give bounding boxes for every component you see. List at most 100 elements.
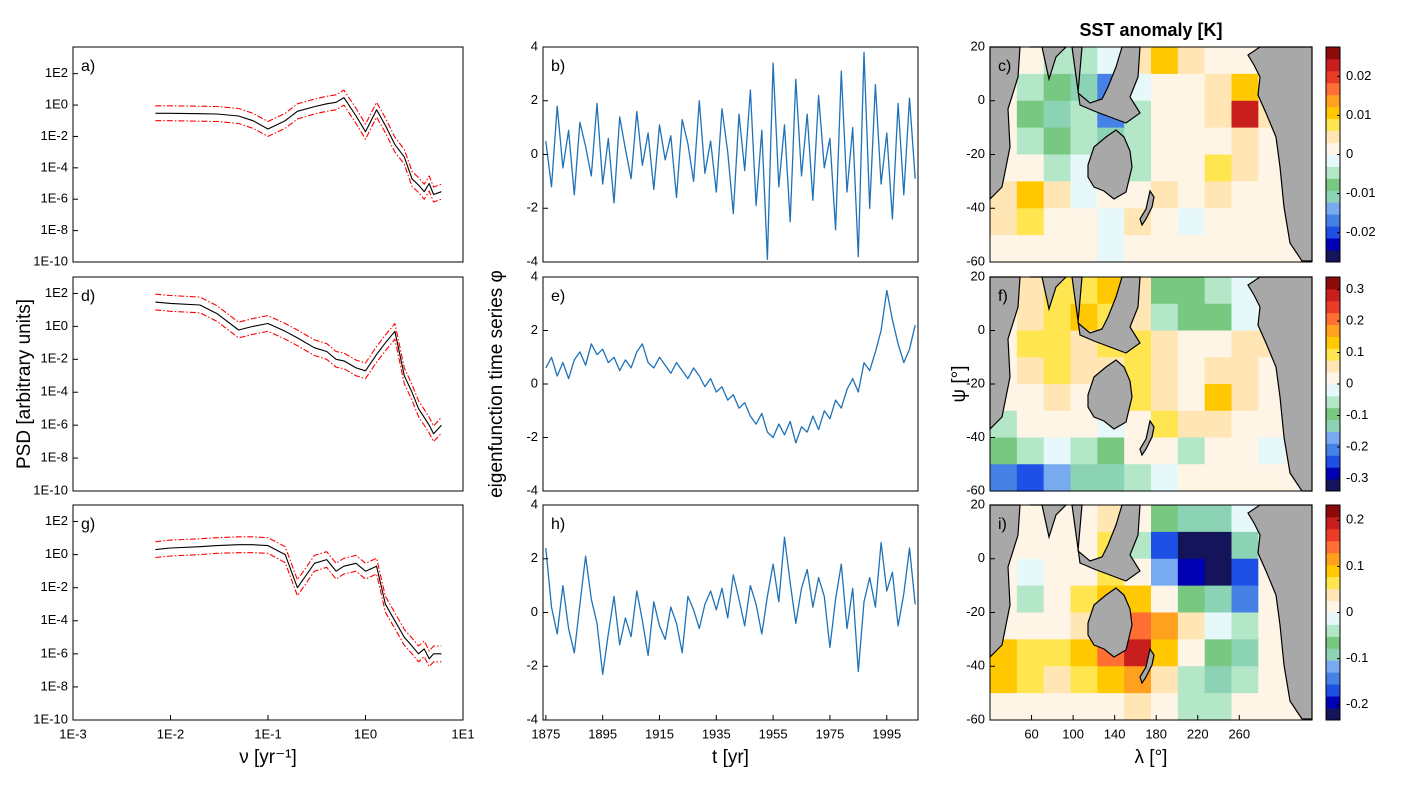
map-cell [1204, 384, 1233, 412]
colorbar-tick-label: -0.1 [1346, 650, 1368, 665]
map-cell [1097, 666, 1125, 694]
y-tick-label: 4 [531, 38, 538, 53]
map-cell [1204, 639, 1233, 667]
map-cell [1231, 612, 1259, 640]
y-tick-label: -2 [526, 658, 538, 673]
y-tick-label: 1E-6 [41, 645, 68, 660]
colorbar-tick-label: 0.2 [1346, 512, 1364, 527]
plot-area [543, 47, 918, 262]
map-cell [1151, 558, 1179, 587]
map-cell [1097, 208, 1125, 236]
y-tick-label: 0 [978, 322, 985, 337]
map-cell [1177, 639, 1206, 667]
x-tick-label: 1E-3 [59, 726, 86, 741]
map-cell [1258, 410, 1286, 439]
map-cell [1043, 384, 1072, 412]
map-cell [1204, 464, 1233, 492]
map-cell [1231, 666, 1259, 694]
colorbar-band [1326, 226, 1340, 239]
colorbar-band [1326, 106, 1340, 120]
colorbar-band [1326, 431, 1340, 444]
y-tick-label: 0 [531, 375, 538, 390]
y-tick-label: 4 [531, 268, 538, 283]
map-cell [1151, 154, 1179, 182]
map-cell [1177, 47, 1206, 75]
map-cell [1231, 693, 1259, 721]
map-cell [1204, 410, 1233, 439]
map-cell [1177, 464, 1206, 492]
y-tick-label: 0 [531, 604, 538, 619]
series-line [545, 536, 916, 675]
map-cell [1016, 73, 1045, 102]
y-tick-label: 2 [531, 550, 538, 565]
map-cell [1231, 100, 1259, 129]
y-tick-label: -40 [966, 429, 985, 444]
y-tick-label: 1E-8 [41, 450, 68, 465]
y-tick-label: 0 [978, 550, 985, 565]
y-tick-label: -60 [966, 253, 985, 268]
panel-label: e) [551, 288, 565, 305]
map-cell [1177, 303, 1206, 332]
colorbar-band [1326, 564, 1340, 578]
map-cell [1177, 585, 1206, 614]
plot-area [73, 277, 463, 491]
panel-label: c) [998, 58, 1011, 75]
map-cell [1204, 612, 1233, 640]
map-cell [1043, 531, 1072, 560]
y-tick-label: 20 [971, 496, 985, 511]
colorbar-tick-label: 0.1 [1346, 558, 1364, 573]
colorbar-band [1326, 288, 1340, 302]
y-tick-label: 1E-4 [41, 159, 68, 174]
map-cell [1070, 693, 1098, 721]
map-cell [1151, 693, 1179, 721]
series-line [155, 89, 442, 188]
colorbar-band [1326, 202, 1340, 215]
map-cell [1016, 585, 1045, 614]
map-cell [1016, 100, 1045, 129]
colorbar-tick-label: 0 [1346, 146, 1353, 161]
colorbar-band [1326, 94, 1340, 108]
map-cell [1043, 437, 1072, 465]
map-cell [1231, 464, 1259, 492]
series-line [155, 104, 442, 203]
colorbar-band [1326, 214, 1340, 227]
colorbar-tick-label: 0.1 [1346, 344, 1364, 359]
colorbar-band [1326, 624, 1340, 637]
x-tick-label: 1E0 [354, 726, 377, 741]
colorbar-band [1326, 154, 1340, 167]
map-cell [1204, 437, 1233, 465]
map-cell [1016, 505, 1045, 533]
map-cell [990, 437, 1018, 465]
colorbar-band [1326, 58, 1340, 72]
y-tick-label: 20 [971, 268, 985, 283]
map-cell [1231, 410, 1259, 439]
map-cell [990, 235, 1018, 263]
y-tick-label: 1E-2 [41, 351, 68, 366]
map-cell [1016, 437, 1045, 465]
map-cell [1043, 303, 1072, 332]
map-cell [1016, 208, 1045, 236]
colorbar-tick-label: -0.2 [1346, 438, 1368, 453]
map-cell [990, 464, 1018, 492]
colorbar-band [1326, 588, 1340, 601]
x-tick-label: 1E-2 [157, 726, 184, 741]
y-tick-label: 1E2 [45, 513, 68, 528]
colorbar-band [1326, 455, 1340, 468]
map-cell [1151, 357, 1179, 385]
map-cell [1097, 437, 1125, 465]
map-cell [1016, 693, 1045, 721]
plot-area [543, 277, 918, 491]
colorbar-band [1326, 47, 1340, 60]
map-cell [1204, 235, 1233, 263]
map-cell [1151, 100, 1179, 129]
x-axis-label: t [yr] [712, 747, 749, 768]
colorbar-band [1326, 142, 1340, 155]
colorbar-band [1326, 166, 1340, 179]
map-cell [1231, 437, 1259, 465]
map-cell [1043, 330, 1072, 358]
map-cell [1043, 154, 1072, 182]
x-tick-label: 60 [1024, 726, 1038, 741]
colorbar-band [1326, 505, 1340, 518]
colorbar-band [1326, 395, 1340, 409]
